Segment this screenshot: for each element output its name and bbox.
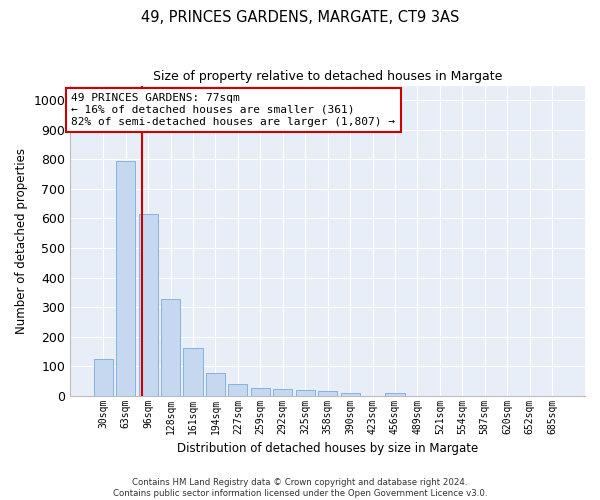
Bar — [251, 388, 270, 396]
Bar — [385, 392, 404, 396]
Bar — [116, 161, 135, 396]
Bar — [318, 391, 337, 396]
Bar — [273, 388, 292, 396]
Text: Contains HM Land Registry data © Crown copyright and database right 2024.
Contai: Contains HM Land Registry data © Crown c… — [113, 478, 487, 498]
Bar — [206, 372, 225, 396]
Bar — [184, 348, 203, 396]
Bar — [296, 390, 315, 396]
Bar — [341, 394, 359, 396]
Text: 49, PRINCES GARDENS, MARGATE, CT9 3AS: 49, PRINCES GARDENS, MARGATE, CT9 3AS — [141, 10, 459, 25]
Title: Size of property relative to detached houses in Margate: Size of property relative to detached ho… — [153, 70, 502, 83]
Y-axis label: Number of detached properties: Number of detached properties — [15, 148, 28, 334]
Text: 49 PRINCES GARDENS: 77sqm
← 16% of detached houses are smaller (361)
82% of semi: 49 PRINCES GARDENS: 77sqm ← 16% of detac… — [71, 94, 395, 126]
X-axis label: Distribution of detached houses by size in Margate: Distribution of detached houses by size … — [177, 442, 478, 455]
Bar — [229, 384, 247, 396]
Bar — [139, 214, 158, 396]
Bar — [94, 358, 113, 396]
Bar — [161, 299, 180, 396]
